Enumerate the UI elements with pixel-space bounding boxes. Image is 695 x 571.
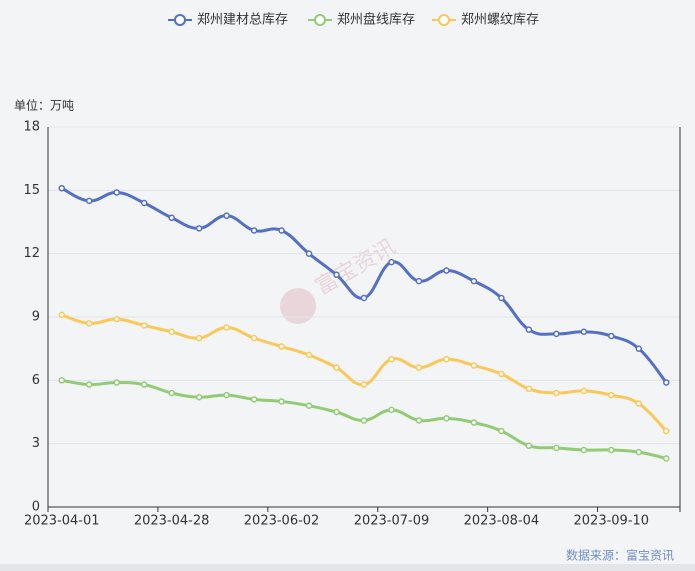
point	[223, 212, 230, 219]
point	[140, 199, 148, 207]
point	[498, 370, 505, 378]
point	[443, 415, 450, 422]
point	[58, 311, 65, 319]
watermark-logo	[280, 288, 316, 324]
x-tick-label: 2023-06-02	[244, 514, 320, 529]
point	[388, 406, 395, 414]
point	[443, 267, 450, 274]
point	[553, 444, 560, 452]
point	[168, 389, 175, 397]
point	[635, 400, 643, 407]
source: 数据来源：富宝资讯	[566, 548, 674, 563]
point	[305, 351, 313, 359]
legend-label: 郑州盘线库存	[337, 12, 415, 28]
point	[388, 258, 395, 266]
y-tick-label: 12	[23, 246, 40, 261]
point	[85, 320, 93, 327]
point	[415, 417, 423, 424]
point	[388, 355, 395, 363]
point	[333, 271, 340, 279]
point	[140, 381, 148, 388]
point	[443, 355, 450, 363]
y-tick-label: 15	[23, 183, 40, 198]
legend-item: 郑州螺纹库存	[432, 12, 539, 28]
point	[608, 446, 615, 454]
legend-label: 郑州建材总库存	[197, 12, 288, 28]
footer-bar	[0, 564, 695, 571]
point	[305, 250, 313, 257]
point	[223, 324, 230, 331]
point	[195, 334, 203, 342]
y-tick-label: 0	[32, 500, 40, 515]
point	[415, 364, 423, 371]
y-tick-label: 18	[23, 120, 40, 135]
point	[113, 189, 120, 196]
point	[333, 408, 340, 416]
point	[278, 398, 285, 405]
point	[470, 419, 478, 426]
point	[250, 227, 258, 234]
legend-marker	[314, 14, 326, 26]
x-tick-label: 2023-08-04	[464, 514, 540, 529]
point	[498, 427, 505, 435]
point	[250, 334, 258, 342]
point	[635, 448, 643, 456]
point	[608, 391, 615, 399]
legend-marker	[438, 14, 450, 26]
point	[168, 214, 175, 222]
point	[608, 332, 615, 340]
x-tick-label: 2023-09-10	[574, 514, 650, 529]
point	[278, 343, 285, 350]
point	[168, 328, 175, 336]
legend-item: 郑州盘线库存	[308, 12, 415, 28]
point	[305, 402, 313, 409]
point	[360, 294, 368, 302]
point	[360, 417, 368, 424]
point	[580, 387, 588, 395]
x-tick-label: 2023-04-01	[24, 514, 100, 529]
point	[195, 225, 203, 232]
point	[553, 330, 560, 338]
x-tick-label: 2023-04-28	[134, 514, 210, 529]
point	[58, 377, 65, 384]
point	[470, 362, 478, 369]
x-tick-label: 2023-07-09	[354, 514, 430, 529]
point	[195, 393, 203, 401]
point	[553, 389, 560, 397]
point	[525, 442, 533, 450]
y-tick-label: 9	[32, 310, 40, 325]
point	[580, 328, 588, 336]
unit-label: 单位：万吨	[14, 98, 74, 113]
point	[333, 364, 340, 371]
point	[278, 227, 285, 234]
point	[85, 197, 93, 205]
point	[663, 379, 670, 386]
point	[113, 315, 120, 323]
point	[525, 326, 533, 333]
point	[360, 381, 368, 388]
y-tick-label: 3	[32, 436, 40, 451]
point	[140, 322, 148, 329]
y-tick-label: 6	[32, 373, 40, 388]
point	[498, 294, 505, 302]
point	[635, 345, 643, 352]
point	[580, 446, 588, 454]
point	[85, 381, 93, 388]
point	[663, 427, 670, 435]
series-line	[61, 186, 668, 384]
point	[58, 184, 65, 192]
legend-marker	[174, 14, 186, 26]
point	[223, 391, 230, 399]
point	[525, 385, 533, 393]
point	[415, 277, 423, 285]
point	[470, 277, 478, 285]
point	[250, 396, 258, 403]
legend-item: 郑州建材总库存	[168, 12, 288, 28]
point	[663, 455, 670, 462]
legend-label: 郑州螺纹库存	[461, 12, 539, 28]
point	[113, 379, 120, 386]
